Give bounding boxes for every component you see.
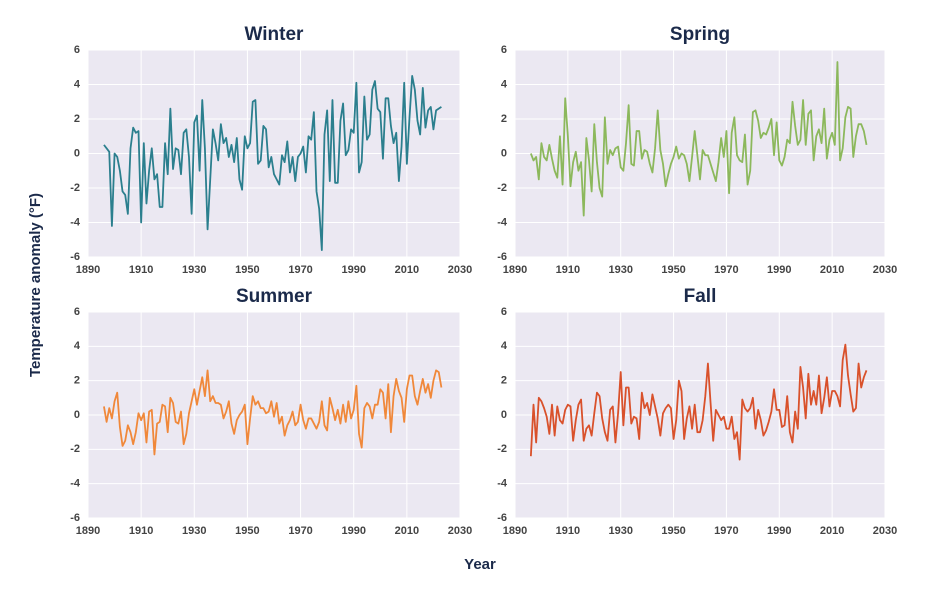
- y-tick-label: -4: [497, 216, 508, 228]
- y-tick-label: -6: [497, 512, 507, 524]
- x-tick-label: 2010: [395, 264, 419, 276]
- x-tick-label: 1950: [661, 525, 685, 537]
- x-tick-label: 1890: [503, 264, 527, 276]
- chart-title: Winter: [245, 24, 305, 45]
- x-tick-label: 1930: [608, 264, 632, 276]
- y-tick-label: 0: [74, 147, 80, 159]
- data-line: [103, 74, 442, 251]
- y-tick-label: 2: [501, 375, 507, 387]
- data-line: [529, 343, 868, 461]
- y-tick-label: 6: [501, 306, 507, 318]
- x-tick-label: 1930: [182, 264, 206, 276]
- x-tick-label: 2010: [395, 525, 419, 537]
- y-tick-label: 2: [74, 113, 80, 125]
- x-tick-label: 1890: [76, 525, 100, 537]
- x-tick-label: 1890: [503, 525, 527, 537]
- x-tick-label: 1970: [714, 525, 738, 537]
- y-tick-label: 4: [74, 78, 81, 90]
- chart-title: Summer: [236, 286, 313, 307]
- x-tick-label: 2030: [448, 264, 472, 276]
- x-tick-label: 1970: [288, 264, 312, 276]
- y-tick-label: 6: [74, 306, 80, 318]
- x-tick-label: 2030: [448, 525, 472, 537]
- x-tick-label: 1910: [556, 264, 580, 276]
- y-tick-label: 6: [501, 44, 507, 56]
- y-tick-label: -4: [497, 478, 508, 490]
- y-tick-label: -6: [70, 251, 80, 263]
- x-tick-label: 1950: [235, 525, 259, 537]
- x-tick-label: 1930: [182, 525, 206, 537]
- x-tick-label: 2010: [820, 525, 844, 537]
- chart-title: Fall: [684, 286, 717, 307]
- x-tick-label: 1930: [608, 525, 632, 537]
- x-tick-label: 1990: [341, 525, 365, 537]
- chart-title: Spring: [670, 24, 730, 45]
- y-axis-label: Temperature anomaly (°F): [27, 193, 44, 377]
- y-tick-label: -6: [70, 512, 80, 524]
- x-tick-label: 1990: [767, 525, 791, 537]
- y-tick-label: 4: [501, 78, 508, 90]
- y-tick-label: -6: [497, 251, 507, 263]
- y-tick-label: -2: [497, 443, 507, 455]
- x-tick-label: 2030: [873, 525, 897, 537]
- x-tick-label: 1890: [76, 264, 100, 276]
- x-tick-label: 2030: [873, 264, 897, 276]
- y-tick-label: -4: [70, 216, 81, 228]
- x-tick-label: 1950: [235, 264, 259, 276]
- x-tick-label: 1970: [288, 525, 312, 537]
- y-tick-label: 2: [74, 375, 80, 387]
- x-tick-label: 2010: [820, 264, 844, 276]
- x-tick-label: 1950: [661, 264, 685, 276]
- x-tick-label: 1910: [129, 264, 153, 276]
- y-tick-label: -2: [497, 182, 507, 194]
- x-axis-label: Year: [464, 556, 496, 573]
- y-tick-label: 4: [74, 340, 81, 352]
- x-tick-label: 1990: [767, 264, 791, 276]
- x-tick-label: 1910: [129, 525, 153, 537]
- y-tick-label: 6: [74, 44, 80, 56]
- y-tick-label: 4: [501, 340, 508, 352]
- y-tick-label: -2: [70, 443, 80, 455]
- y-tick-label: 0: [501, 409, 507, 421]
- x-tick-label: 1990: [341, 264, 365, 276]
- y-tick-label: -2: [70, 182, 80, 194]
- x-tick-label: 1910: [556, 525, 580, 537]
- y-tick-label: 2: [501, 113, 507, 125]
- y-tick-label: 0: [501, 147, 507, 159]
- data-line: [530, 61, 868, 217]
- data-line: [103, 369, 443, 456]
- x-tick-label: 1970: [714, 264, 738, 276]
- y-tick-label: 0: [74, 409, 80, 421]
- y-tick-label: -4: [70, 478, 81, 490]
